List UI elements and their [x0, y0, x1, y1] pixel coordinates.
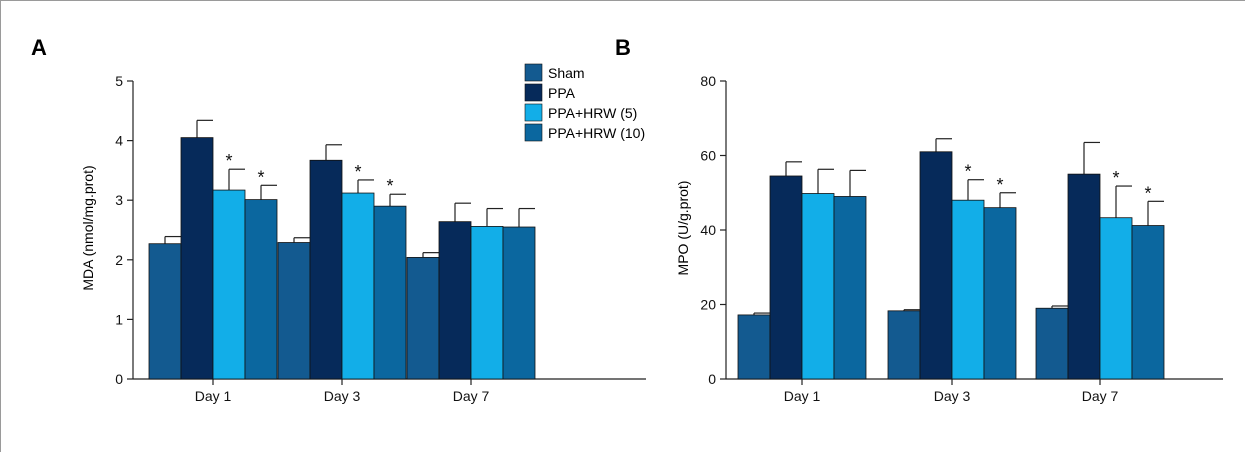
panel-b-y-tick-label: 60: [700, 148, 716, 164]
panel-a-y-axis-label: MDA (nmol/mg.prot): [80, 165, 96, 290]
panel-b-bar-sham: [887, 310, 921, 380]
panel-a-bar-ppa: [438, 221, 472, 380]
panel-b-x-tick-label: Day 7: [1082, 388, 1119, 404]
panel-a-bar-ppa: [309, 159, 343, 380]
legend-label-ppa-hrw-10: PPA+HRW (10): [548, 125, 645, 141]
panel-b-bar-ppa-hrw-10: [833, 196, 867, 380]
legend-swatch-ppa-hrw-5: [524, 103, 543, 122]
panel-b-significance-marker: *: [964, 162, 971, 182]
panel-b-bar-ppa-hrw-5: [1099, 217, 1133, 380]
panel-a-plot: 0 1 2 3 4 5 Day 1 * * Day 3 * * Day 7: [115, 73, 646, 404]
panel-b: B MPO (U/g.prot) 0 20 40 60 80 Day 1 Day 3 * * Da…: [615, 35, 1223, 404]
panel-b-y-axis-label: MPO (U/g.prot): [675, 181, 691, 276]
panel-a-bar-ppa-hrw-5: [341, 192, 375, 380]
legend-swatch-ppa-hrw-10: [524, 123, 543, 142]
panel-b-y-tick-label: 0: [708, 371, 716, 387]
panel-a-x-tick-label: Day 7: [453, 388, 490, 404]
panel-b-plot: 0 20 40 60 80 Day 1 Day 3 * * Day 7 * *: [700, 73, 1223, 404]
panel-b-x-tick-label: Day 3: [934, 388, 971, 404]
panel-a: A MDA (nmol/mg.prot) 0 1 2 3 4 5 Day 1 * * Day 3 *…: [31, 35, 646, 404]
panel-b-y-tick-label: 80: [700, 73, 716, 89]
panel-b-bar-sham: [737, 314, 771, 380]
panel-b-significance-marker: *: [1144, 183, 1151, 203]
panel-b-bar-ppa-hrw-10: [983, 207, 1017, 380]
legend-swatch-ppa: [524, 83, 543, 102]
panel-b-significance-marker: *: [1112, 168, 1119, 188]
panel-a-significance-marker: *: [225, 151, 232, 171]
panel-a-label: A: [31, 35, 47, 60]
panel-b-bar-sham: [1035, 307, 1069, 380]
panel-b-bar-ppa: [1067, 173, 1101, 380]
panel-a-y-tick-label: 0: [115, 371, 123, 387]
panel-b-bar-ppa: [919, 151, 953, 380]
panel-a-y-tick-label: 5: [115, 73, 123, 89]
panel-a-bar-ppa-hrw-5: [212, 189, 246, 380]
panel-a-x-tick-label: Day 1: [195, 388, 232, 404]
panel-a-bar-sham: [277, 242, 311, 380]
panel-a-bar-ppa-hrw-10: [244, 199, 278, 380]
panel-a-y-tick-label: 3: [115, 192, 123, 208]
panel-b-y-tick-label: 20: [700, 297, 716, 313]
panel-b-bar-ppa-hrw-5: [951, 199, 985, 380]
panel-a-significance-marker: *: [386, 176, 393, 196]
legend-label-ppa-hrw-5: PPA+HRW (5): [548, 105, 637, 121]
panel-b-bar-ppa-hrw-10: [1131, 225, 1165, 380]
panel-a-bar-sham: [406, 257, 440, 380]
panel-a-bar-sham: [148, 243, 182, 380]
panel-a-bar-ppa-hrw-10: [502, 226, 536, 380]
panel-a-bar-ppa: [180, 137, 214, 380]
panel-a-significance-marker: *: [354, 162, 361, 182]
panel-a-bar-ppa-hrw-5: [470, 226, 504, 380]
legend-label-sham: Sham: [548, 65, 585, 81]
legend-label-ppa: PPA: [548, 85, 576, 101]
panel-a-significance-marker: *: [257, 167, 264, 187]
panel-b-bar-ppa-hrw-5: [801, 193, 835, 380]
legend: Sham PPA PPA+HRW (5) PPA+HRW (10): [524, 63, 645, 142]
panel-a-y-tick-label: 4: [115, 133, 123, 149]
panel-b-y-tick-label: 40: [700, 222, 716, 238]
panel-a-y-tick-label: 1: [115, 311, 123, 327]
panel-a-x-tick-label: Day 3: [324, 388, 361, 404]
panel-b-label: B: [615, 35, 631, 60]
legend-swatch-sham: [524, 63, 543, 82]
panel-b-x-tick-label: Day 1: [784, 388, 821, 404]
panel-b-bar-ppa: [769, 175, 803, 380]
panel-a-y-tick-label: 2: [115, 252, 123, 268]
panel-b-significance-marker: *: [996, 175, 1003, 195]
panel-a-bar-ppa-hrw-10: [373, 205, 407, 380]
